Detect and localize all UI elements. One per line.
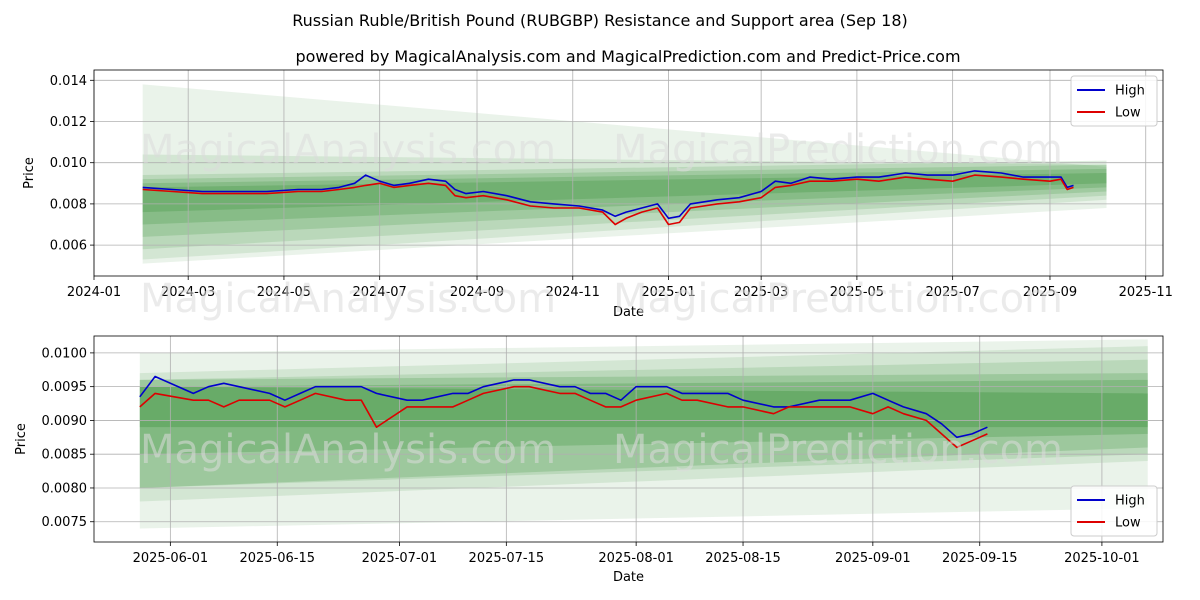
x-tick-label: 2025-10-01	[1064, 551, 1140, 566]
y-tick-label: 0.010	[50, 156, 87, 171]
x-tick-label: 2025-01	[641, 285, 695, 300]
watermark-prediction-bottom: MagicalPrediction.com	[613, 427, 1063, 473]
y-tick-label: 0.0100	[42, 346, 88, 361]
legend-label-high: High	[1115, 494, 1145, 509]
watermark-prediction-top: MagicalPrediction.com	[613, 127, 1063, 173]
x-tick-label: 2025-06-15	[239, 551, 315, 566]
x-tick-label: 2025-05	[830, 285, 884, 300]
x-tick-label: 2025-11	[1119, 285, 1173, 300]
watermark-analysis-bottom: MagicalAnalysis.com	[140, 427, 556, 473]
watermark-analysis-mid: MagicalAnalysis.com	[140, 276, 556, 322]
x-tick-label: 2024-01	[67, 285, 121, 300]
series-line-low	[139, 385, 988, 449]
x-tick-label: 2025-08-01	[598, 551, 674, 566]
top-chart-panel: 2024-01 2024-03 2024-05 2024-07 2024-09 2024-…	[22, 69, 1173, 320]
x-tick-label: 2025-09	[1023, 285, 1077, 300]
legend-label-low: Low	[1115, 106, 1141, 121]
chart-title: Russian Ruble/British Pound (RUBGBP) Res…	[292, 11, 908, 30]
legend: High Low	[1070, 485, 1158, 537]
x-tick-label: 2025-07-01	[362, 551, 438, 566]
y-tick-label: 0.012	[50, 115, 87, 130]
band-5	[142, 173, 1107, 213]
x-tick-label: 2025-08-15	[705, 551, 781, 566]
band-4	[139, 379, 1148, 455]
legend: High Low	[1070, 75, 1158, 127]
series-line-high	[142, 170, 1074, 220]
x-axis-label: Date	[613, 305, 644, 320]
x-tick-label: 2025-07-15	[469, 551, 545, 566]
y-axis-label: Price	[22, 157, 37, 189]
y-tick-label: 0.0085	[42, 448, 88, 463]
chart-subtitle: powered by MagicalAnalysis.com and Magic…	[295, 47, 960, 66]
x-axis-label: Date	[613, 570, 644, 585]
y-tick-label: 0.0095	[42, 380, 88, 395]
x-tick-label: 2025-09-01	[835, 551, 911, 566]
x-tick-label: 2025-07	[925, 285, 979, 300]
series-line-low	[142, 174, 1074, 226]
y-tick-label: 0.0075	[42, 515, 88, 530]
x-tick-label: 2024-09	[450, 285, 504, 300]
bottom-chart-panel: 2025-06-01 2025-06-15 2025-07-01 2025-07-15…	[14, 335, 1164, 585]
x-tick-label: 2025-06-01	[133, 551, 209, 566]
y-tick-label: 0.0090	[42, 414, 88, 429]
series-line-high	[139, 375, 988, 439]
y-tick-label: 0.006	[50, 239, 87, 254]
plot-frame	[93, 335, 1164, 543]
y-tick-label: 0.0080	[42, 481, 88, 496]
x-tick-label: 2024-11	[546, 285, 600, 300]
y-tick-label: 0.008	[50, 197, 87, 212]
x-tick-label: 2025-03	[734, 285, 788, 300]
band-2	[139, 359, 1148, 488]
band-0	[142, 84, 1107, 264]
legend-label-high: High	[1115, 84, 1145, 99]
plot-frame	[93, 69, 1164, 277]
watermark-prediction-mid: MagicalPrediction.com	[613, 276, 1063, 322]
watermark-analysis-top: MagicalAnalysis.com	[140, 127, 556, 173]
x-tick-label: 2025-09-15	[942, 551, 1018, 566]
x-tick-label: 2024-05	[257, 285, 311, 300]
band-1	[139, 346, 1148, 502]
x-tick-label: 2024-03	[161, 285, 215, 300]
y-tick-label: 0.014	[50, 74, 87, 89]
band-5	[139, 386, 1148, 428]
x-tick-label: 2024-07	[353, 285, 407, 300]
legend-label-low: Low	[1115, 516, 1141, 531]
y-axis-label: Price	[14, 423, 29, 455]
band-3	[139, 373, 1148, 488]
